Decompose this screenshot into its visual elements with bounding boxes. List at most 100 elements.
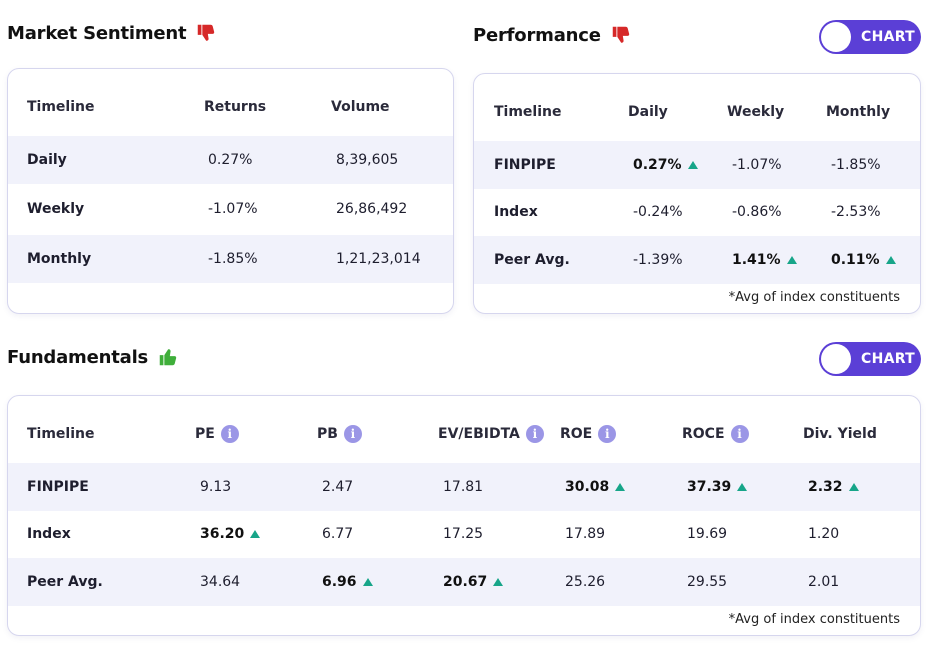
roe-value: 30.08 <box>565 479 626 495</box>
row-label: Peer Avg. <box>494 252 570 268</box>
col-roe-label: ROE <box>560 426 593 442</box>
table-row: Peer Avg. -1.39% 1.41% 0.11% <box>474 236 920 284</box>
thumbs-down-icon <box>612 26 629 43</box>
returns-value: -1.07% <box>208 201 258 217</box>
col-timeline: Timeline <box>494 104 562 120</box>
col-volume: Volume <box>331 99 390 115</box>
monthly-value: -2.53% <box>831 204 881 220</box>
pe-value: 9.13 <box>200 479 232 495</box>
table-row: Peer Avg. 34.64 6.96 20.67 25.26 29.55 2… <box>8 558 920 606</box>
table-row: FINPIPE 9.13 2.47 17.81 30.08 37.39 2.32 <box>8 463 920 511</box>
performance-heading: Performance <box>473 24 601 46</box>
monthly-value: 0.11% <box>831 252 896 268</box>
col-pb-label: PB <box>317 426 338 442</box>
table-row: Daily 0.27% 8,39,605 <box>8 136 453 184</box>
roce-value: 37.39 <box>687 479 748 495</box>
ev-value: 17.25 <box>443 526 484 542</box>
pb-value: 6.96 <box>322 574 373 590</box>
up-arrow-icon <box>687 161 698 169</box>
daily-value: -0.24% <box>633 204 683 220</box>
row-label: Index <box>494 204 538 220</box>
up-arrow-icon <box>885 256 896 264</box>
row-label: FINPIPE <box>494 157 556 173</box>
fundamentals-card: Timeline PE i PB i EV/EBIDTA i ROE i ROCE i D… <box>7 395 921 636</box>
fundamentals-chart-toggle[interactable]: CHART <box>819 342 921 376</box>
volume-value: 26,86,492 <box>336 201 408 217</box>
col-daily: Daily <box>628 104 668 120</box>
pb-value-text: 6.96 <box>322 574 357 590</box>
div-value: 2.32 <box>808 479 859 495</box>
info-icon[interactable]: i <box>220 425 239 443</box>
col-ev-ebidta: EV/EBIDTA i <box>438 425 544 443</box>
footnote: *Avg of index constituents <box>728 612 900 627</box>
fundamentals-title: Fundamentals <box>7 346 179 368</box>
thumbs-up-icon <box>159 349 177 366</box>
daily-value: -1.39% <box>633 252 683 268</box>
pe-value: 34.64 <box>200 574 241 590</box>
col-roe: ROE i <box>560 425 617 443</box>
row-label: Daily <box>27 152 67 168</box>
table-row: FINPIPE 0.27% -1.07% -1.85% <box>474 141 920 189</box>
div-value: 2.01 <box>808 574 840 590</box>
volume-value: 1,21,23,014 <box>336 251 421 267</box>
weekly-value: 1.41% <box>732 252 797 268</box>
daily-value-text: 0.27% <box>633 157 682 173</box>
ev-value: 20.67 <box>443 574 504 590</box>
roe-value: 17.89 <box>565 526 606 542</box>
roce-value: 19.69 <box>687 526 728 542</box>
weekly-value: -1.07% <box>732 157 782 173</box>
weekly-value-text: 1.41% <box>732 252 781 268</box>
up-arrow-icon <box>362 578 373 586</box>
market-sentiment-title: Market Sentiment <box>7 22 217 44</box>
pe-value: 36.20 <box>200 526 261 542</box>
market-sentiment-card: Timeline Returns Volume Daily 0.27% 8,39… <box>7 68 454 314</box>
row-label: Monthly <box>27 251 92 267</box>
up-arrow-icon <box>786 256 797 264</box>
returns-value: -1.85% <box>208 251 258 267</box>
thumbs-down-icon <box>198 24 215 41</box>
performance-title: Performance <box>473 24 632 46</box>
performance-chart-toggle[interactable]: CHART <box>819 20 921 54</box>
table-header-row: Timeline Returns Volume <box>8 83 453 131</box>
col-timeline: Timeline <box>27 426 95 442</box>
pb-value: 6.77 <box>322 526 354 542</box>
col-roce: ROCE i <box>682 425 749 443</box>
div-value-text: 2.32 <box>808 479 843 495</box>
col-weekly: Weekly <box>727 104 785 120</box>
table-row: Index -0.24% -0.86% -2.53% <box>474 188 920 236</box>
up-arrow-icon <box>737 483 748 491</box>
col-pb: PB i <box>317 425 362 443</box>
toggle-label: CHART <box>861 351 916 367</box>
table-row: Monthly -1.85% 1,21,23,014 <box>8 235 453 283</box>
roce-value: 29.55 <box>687 574 728 590</box>
up-arrow-icon <box>615 483 626 491</box>
col-roce-label: ROCE <box>682 426 725 442</box>
volume-value: 8,39,605 <box>336 152 399 168</box>
pe-value-text: 36.20 <box>200 526 245 542</box>
fundamentals-heading: Fundamentals <box>7 346 149 368</box>
row-label: Weekly <box>27 201 85 217</box>
info-icon[interactable]: i <box>343 425 362 443</box>
row-label: Peer Avg. <box>27 574 103 590</box>
table-row: Weekly -1.07% 26,86,492 <box>8 185 453 233</box>
col-pe: PE i <box>195 425 239 443</box>
info-icon[interactable]: i <box>598 425 617 443</box>
table-header-row: Timeline PE i PB i EV/EBIDTA i ROE i ROCE i D… <box>8 410 920 458</box>
daily-value: 0.27% <box>633 157 698 173</box>
row-label: FINPIPE <box>27 479 89 495</box>
info-icon[interactable]: i <box>730 425 749 443</box>
roe-value: 25.26 <box>565 574 606 590</box>
col-pe-label: PE <box>195 426 215 442</box>
monthly-value: -1.85% <box>831 157 881 173</box>
toggle-knob <box>821 22 851 52</box>
ev-value: 17.81 <box>443 479 484 495</box>
performance-card: Timeline Daily Weekly Monthly FINPIPE 0.… <box>473 73 921 314</box>
info-icon[interactable]: i <box>525 425 544 443</box>
monthly-value-text: 0.11% <box>831 252 880 268</box>
toggle-label: CHART <box>861 29 916 45</box>
table-row: Index 36.20 6.77 17.25 17.89 19.69 1.20 <box>8 510 920 558</box>
toggle-knob <box>821 344 851 374</box>
up-arrow-icon <box>250 530 261 538</box>
col-div-yield: Div. Yield <box>803 426 877 442</box>
up-arrow-icon <box>493 578 504 586</box>
